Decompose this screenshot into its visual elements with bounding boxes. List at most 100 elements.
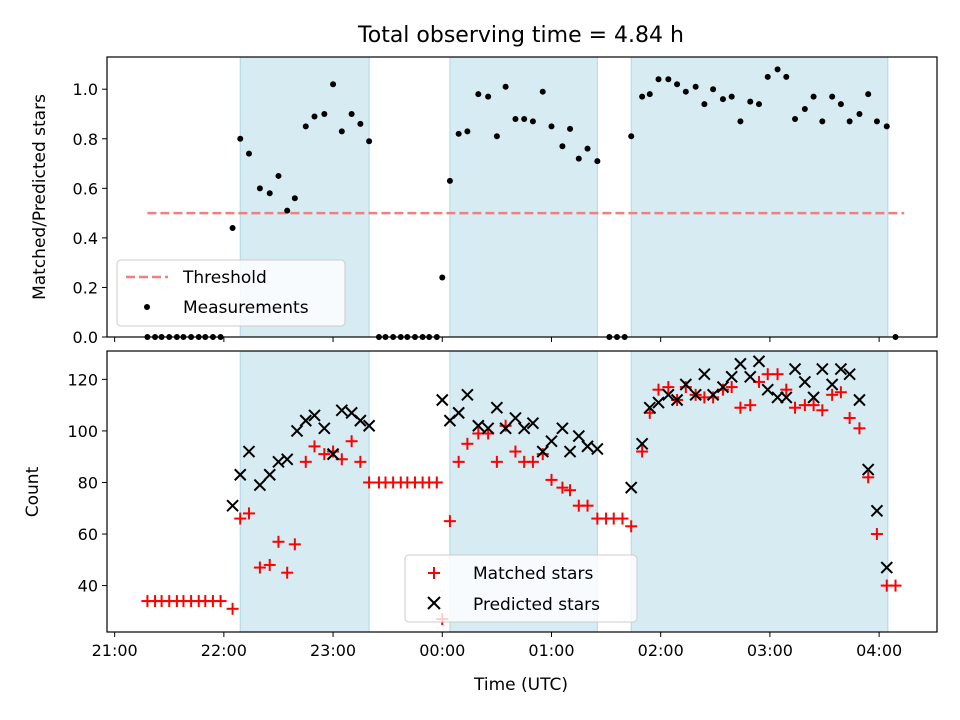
predicted-star-point [825, 378, 839, 391]
predicted-star-point [335, 404, 349, 417]
matched-star-point [870, 528, 883, 541]
measurement-point [594, 158, 601, 165]
matched-star-point [226, 602, 239, 615]
matched-star-point [318, 448, 331, 461]
measurement-point [674, 81, 681, 88]
measurement-point [655, 76, 662, 83]
predicted-star-point [263, 468, 276, 481]
measurement-point [338, 128, 345, 135]
matched-star-point [545, 473, 558, 486]
matched-star-point [253, 561, 266, 574]
predicted-star-point [625, 481, 638, 494]
predicted-star-point [698, 367, 711, 381]
measurement-point [747, 98, 754, 105]
bot-shaded-interval-0 [240, 351, 370, 632]
matched-star-point [345, 435, 358, 448]
bot-y-tick-label: 80 [78, 473, 98, 492]
measurement-point [783, 73, 790, 80]
measurement-point [646, 91, 653, 98]
matched-star-point [889, 579, 902, 592]
predicted-star-point [725, 370, 738, 383]
predicted-star-point [861, 463, 875, 476]
top-y-tick-label: 0.2 [73, 278, 98, 297]
predicted-star-point [509, 411, 522, 425]
matched-star-point [780, 383, 793, 396]
predicted-star-point [290, 424, 304, 438]
matched-star-point [354, 455, 367, 468]
predicted-star-point [242, 445, 256, 458]
measurement-point [475, 91, 482, 98]
matched-star-point [288, 538, 301, 551]
predicted-star-point [652, 396, 665, 409]
measurement-point [237, 135, 244, 142]
predicted-star-point [744, 370, 757, 383]
measurement-point [539, 88, 546, 95]
measurement-point [266, 190, 273, 197]
predicted-star-point [788, 362, 802, 376]
measurement-point [801, 106, 808, 113]
predicted-star-point [761, 383, 774, 396]
measurement-point [330, 81, 337, 88]
predicted-star-point [545, 435, 558, 448]
measurement-point [302, 123, 309, 130]
predicted-star-point [318, 422, 331, 435]
predicted-star-point [807, 391, 820, 404]
matched-star-point [707, 391, 720, 404]
predicted-star-point [635, 437, 649, 451]
predicted-star-point [679, 378, 693, 391]
legend-matched-label: Matched stars [473, 564, 593, 584]
matched-star-point [853, 422, 866, 435]
measurement-point [493, 133, 500, 140]
matched-star-point [214, 595, 227, 608]
x-tick-label: 03:00 [747, 641, 793, 660]
measurement-point [873, 118, 880, 125]
top-shaded-interval-2 [631, 57, 888, 337]
predicted-star-point [226, 499, 239, 512]
matched-star-point [843, 412, 856, 425]
matched-star-point [789, 401, 802, 414]
predicted-star-point [517, 422, 531, 435]
measurement-point [737, 118, 744, 125]
predicted-star-point [526, 416, 540, 430]
predicted-star-point [706, 388, 720, 402]
x-tick-label: 01:00 [528, 641, 574, 660]
matched-star-point [679, 381, 692, 394]
measurement-point [321, 110, 328, 117]
predicted-star-point [643, 401, 656, 414]
measurement-point [883, 123, 890, 130]
matched-star-point [834, 386, 847, 399]
matched-star-point [272, 535, 285, 548]
measurement-point [710, 86, 717, 93]
measurement-point [366, 138, 373, 145]
predicted-star-point [752, 355, 766, 368]
predicted-star-point [354, 414, 367, 427]
matched-star-point [826, 388, 839, 401]
top-y-tick-label: 1.0 [73, 80, 98, 99]
measurement-point [284, 207, 291, 214]
x-tick-label: 21:00 [92, 641, 138, 660]
matched-star-point [509, 445, 522, 458]
matched-star-point [556, 481, 569, 494]
predicted-star-point [472, 419, 485, 432]
matched-star-point [862, 471, 875, 484]
measurement-point [502, 83, 509, 90]
top-y-tick-label: 0.0 [73, 328, 98, 347]
measurement-point [584, 145, 591, 152]
matched-star-point [725, 381, 738, 394]
measurement-point [728, 93, 735, 100]
matched-star-point [625, 520, 638, 533]
matched-star-point [662, 381, 675, 394]
predicted-star-point [816, 362, 829, 376]
predicted-star-point [436, 393, 449, 407]
measurement-point [829, 93, 836, 100]
top-legend-box [116, 259, 346, 327]
measurement-point [701, 101, 708, 108]
measurement-point [719, 96, 726, 103]
top-y-tick-label: 0.4 [73, 229, 98, 248]
x-tick-label: 04:00 [856, 641, 902, 660]
measurement-point [439, 274, 446, 281]
matched-star-point [807, 399, 820, 412]
matched-star-point [616, 512, 629, 525]
predicted-star-point [581, 440, 594, 453]
matched-star-point [461, 437, 474, 450]
